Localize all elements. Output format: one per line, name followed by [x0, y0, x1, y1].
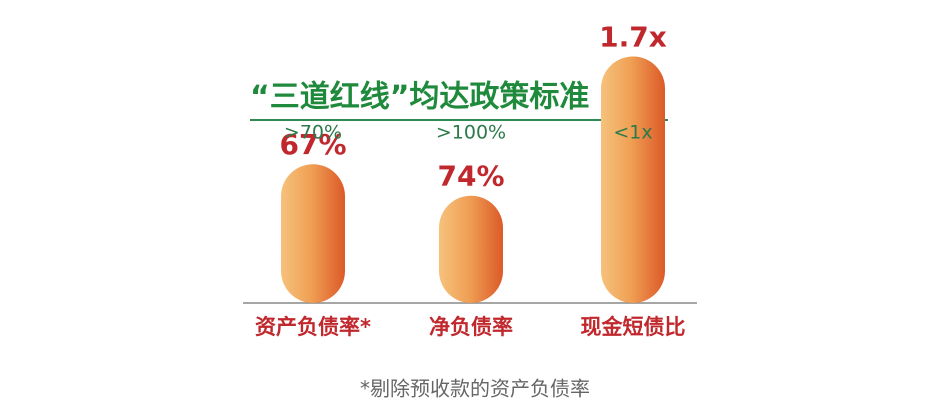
bar [439, 195, 503, 303]
threshold-label: <1x [613, 122, 652, 144]
threshold-label: >100% [436, 122, 506, 144]
footnote: *剔除预收款的资产负债率 [360, 377, 590, 401]
x-tick-label: 现金短债比 [581, 315, 686, 339]
value-label: 74% [437, 160, 504, 193]
x-tick-label: 净负债率 [429, 315, 513, 339]
bar [601, 56, 665, 303]
threshold-label: >70% [284, 122, 342, 144]
value-label: 67% [279, 128, 346, 161]
value-label: 1.7x [599, 21, 667, 54]
bar [281, 164, 345, 303]
x-tick-label: 资产负债率* [255, 315, 371, 339]
chart-title: “三道红线”均达政策标准 [250, 80, 589, 115]
